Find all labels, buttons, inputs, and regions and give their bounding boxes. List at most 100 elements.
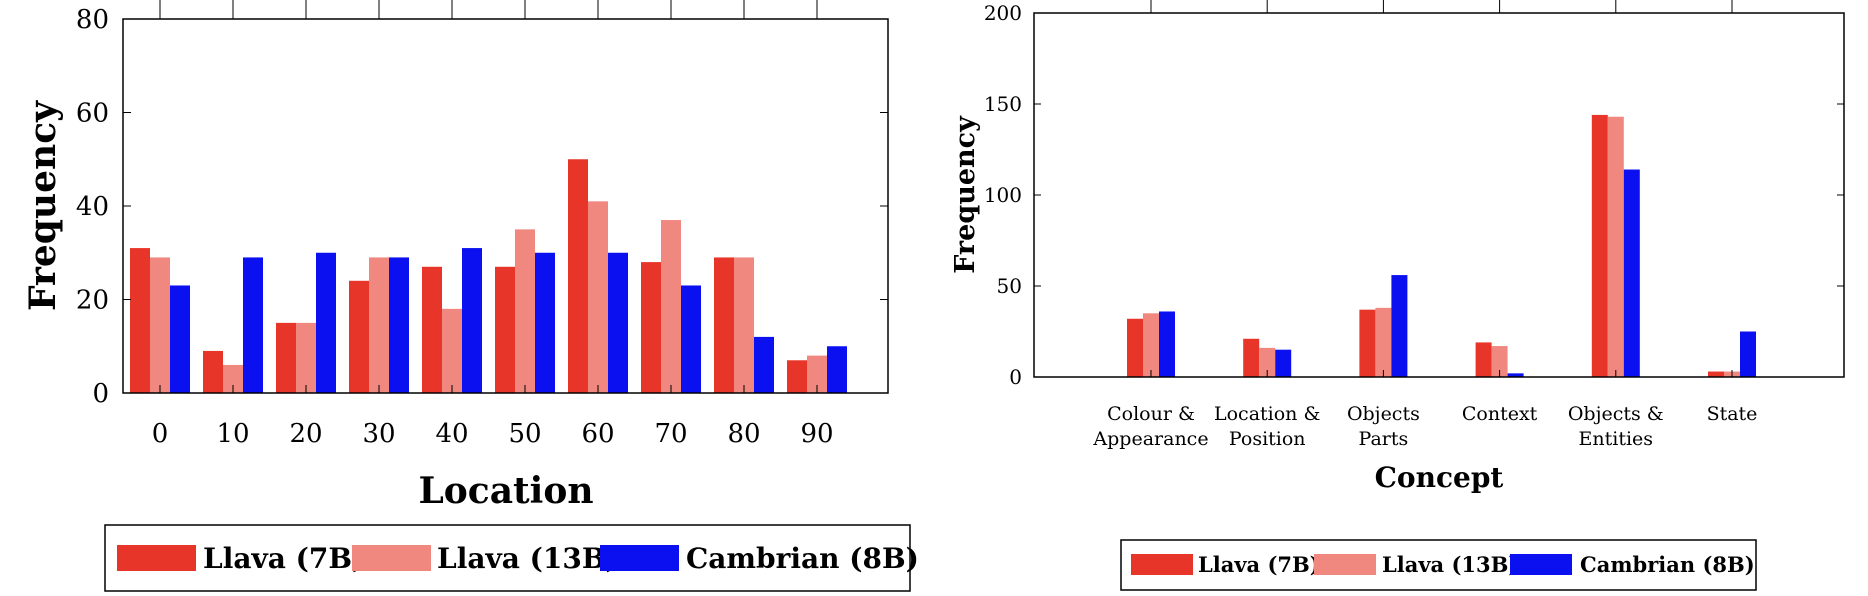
bar-llava-13b-cat-4: [1607, 116, 1624, 378]
x-tick-label: Appearance: [1092, 428, 1208, 450]
y-tick-label: 80: [76, 5, 109, 35]
bar-llava-13b-30: [369, 257, 389, 393]
bar-llava-13b-cat-2: [1375, 307, 1392, 377]
bar-cambrian-8b-cat-1: [1275, 349, 1292, 377]
location-y-axis-title: Frequency: [22, 100, 64, 311]
bar-llava-7b-cat-5: [1708, 371, 1724, 377]
bar-cambrian-8b-cat-3: [1507, 373, 1524, 377]
y-tick-label: 0: [1009, 365, 1022, 389]
bar-llava-7b-60: [568, 159, 588, 393]
x-tick-label: Location &: [1214, 403, 1320, 425]
legend-label: Llava (13B): [1382, 552, 1518, 577]
x-tick-label: Colour &: [1107, 403, 1195, 425]
y-tick-label: 100: [984, 183, 1022, 207]
concept-y-axis-title: Frequency: [950, 115, 981, 274]
bar-cambrian-8b-20: [316, 252, 336, 393]
x-tick-label: Objects: [1347, 403, 1420, 425]
legend-swatch: [1314, 554, 1376, 575]
bar-llava-13b-60: [588, 201, 608, 393]
x-tick-label: 80: [727, 419, 760, 449]
location-frequency-chart: 0 20 40 60 80 0 10 20 30 40 50 60 70 80 90 Frequency L…: [22, 0, 919, 592]
bar-cambrian-8b-80: [754, 336, 774, 393]
bar-cambrian-8b-cat-2: [1391, 275, 1408, 377]
bar-llava-7b-50: [495, 266, 515, 393]
concept-legend: Llava (7B) Llava (13B) Cambrian (8B): [1120, 539, 1757, 591]
bar-cambrian-8b-cat-5: [1740, 331, 1756, 377]
location-axis-ticks: 0 20 40 60 80 0 10 20 30 40 50 60 70 80 90: [76, 0, 888, 449]
x-tick-label: 0: [152, 419, 169, 449]
bar-cambrian-8b-70: [681, 285, 701, 393]
y-tick-label: 0: [92, 379, 109, 409]
bar-cambrian-8b-90: [827, 346, 847, 393]
bar-llava-7b-cat-4: [1591, 114, 1608, 378]
bar-llava-7b-80: [714, 257, 734, 393]
y-tick-label: 50: [997, 274, 1022, 298]
bar-llava-13b-0: [150, 257, 170, 393]
x-tick-label: 10: [216, 419, 249, 449]
x-tick-label: Objects &: [1568, 403, 1664, 425]
x-tick-label: 70: [654, 419, 687, 449]
bar-llava-13b-cat-1: [1259, 347, 1276, 377]
bar-cambrian-8b-60: [608, 252, 628, 393]
legend-label: Cambrian (8B): [686, 542, 919, 575]
legend-swatch: [600, 545, 679, 571]
bar-llava-7b-40: [422, 266, 442, 393]
y-tick-label: 20: [76, 286, 109, 316]
bar-llava-7b-cat-3: [1475, 342, 1492, 377]
legend-label: Llava (13B): [437, 542, 619, 575]
bar-cambrian-8b-cat-0: [1159, 311, 1175, 377]
legend-swatch: [1131, 554, 1193, 575]
bar-llava-7b-0: [130, 248, 150, 393]
bar-cambrian-8b-50: [535, 252, 555, 393]
legend-swatch: [1510, 554, 1572, 575]
x-tick-label: Entities: [1579, 428, 1654, 450]
bar-llava-13b-40: [442, 308, 462, 393]
x-tick-label: Parts: [1359, 428, 1409, 450]
x-tick-label: Context: [1462, 403, 1538, 425]
bar-cambrian-8b-40: [462, 248, 482, 393]
y-tick-label: 150: [984, 92, 1022, 116]
bar-llava-7b-10: [203, 350, 223, 393]
bar-llava-7b-cat-0: [1127, 318, 1143, 377]
x-tick-label: 40: [435, 419, 468, 449]
legend-swatch: [117, 545, 196, 571]
concept-x-axis-title: Concept: [1375, 461, 1504, 494]
y-tick-label: 60: [76, 99, 109, 129]
x-tick-label: 20: [289, 419, 322, 449]
concept-frequency-chart: 0 50 100 150 200 Colour & Appearance Location &…: [950, 0, 1845, 591]
concept-bars: [1127, 114, 1756, 378]
concept-axis-ticks: 0 50 100 150 200 Colour & Appearance Location &…: [984, 0, 1844, 450]
bar-llava-7b-cat-2: [1359, 309, 1376, 377]
location-legend: Llava (7B) Llava (13B) Cambrian (8B): [104, 524, 919, 592]
bar-llava-13b-70: [661, 220, 681, 393]
legend-label: Llava (7B): [1198, 552, 1320, 577]
bar-llava-7b-cat-1: [1243, 338, 1260, 377]
bar-cambrian-8b-30: [389, 257, 409, 393]
x-tick-label: 30: [362, 419, 395, 449]
y-tick-label: 40: [76, 192, 109, 222]
legend-label: Llava (7B): [203, 542, 365, 575]
bar-cambrian-8b-cat-4: [1623, 169, 1640, 377]
bar-cambrian-8b-10: [243, 257, 263, 393]
bar-llava-13b-90: [807, 355, 827, 393]
location-x-axis-title: Location: [418, 470, 593, 512]
bar-llava-7b-90: [787, 360, 807, 393]
legend-box: [104, 524, 911, 592]
bar-llava-13b-cat-0: [1143, 313, 1159, 377]
bar-llava-13b-10: [223, 364, 243, 393]
legend-label: Cambrian (8B): [1580, 552, 1755, 577]
x-tick-label: 50: [508, 419, 541, 449]
bar-llava-13b-20: [296, 322, 316, 393]
x-tick-label: 60: [581, 419, 614, 449]
bar-llava-13b-80: [734, 257, 754, 393]
x-tick-label: State: [1707, 403, 1758, 425]
bar-llava-7b-20: [276, 322, 296, 393]
legend-box: [1120, 539, 1757, 591]
bar-llava-13b-cat-3: [1491, 346, 1508, 377]
x-tick-label: Position: [1229, 428, 1306, 450]
bar-llava-7b-70: [641, 262, 661, 393]
bar-llava-7b-30: [349, 280, 369, 393]
location-bars: [130, 159, 847, 393]
y-tick-label: 200: [984, 1, 1022, 25]
